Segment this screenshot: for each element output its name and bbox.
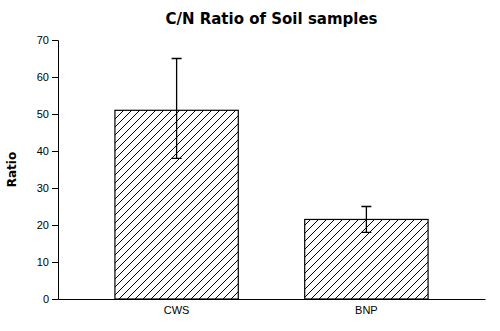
x-axis-line xyxy=(59,299,486,300)
error-bar xyxy=(172,59,182,159)
y-tick-label: 40 xyxy=(37,145,49,157)
y-tick-label: 60 xyxy=(37,71,49,83)
y-tick-label: 30 xyxy=(37,182,49,194)
y-tick-mark xyxy=(52,262,58,263)
marks xyxy=(115,59,428,300)
x-tick-label: BNP xyxy=(355,304,378,316)
x-tick-label: CWS xyxy=(164,304,190,316)
chart-svg: 0 10 20 30 40 50 60 70 CWS BNP C/N Ratio of Soil s… xyxy=(0,0,500,331)
y-axis-line xyxy=(52,41,59,300)
y-tick-label: 0 xyxy=(43,293,49,305)
y-tick-mark xyxy=(52,225,58,226)
y-tick-label: 70 xyxy=(37,34,49,46)
y-tick-mark xyxy=(52,299,58,300)
title: C/N Ratio of Soil samples xyxy=(165,10,377,28)
y-tick-mark xyxy=(52,114,58,115)
y-tick: 0 xyxy=(43,293,58,305)
chart-container: 0 10 20 30 40 50 60 70 CWS BNP C/N Ratio of Soil s… xyxy=(0,0,500,331)
y-axis-title: Ratio xyxy=(5,152,19,187)
y-tick: 20 xyxy=(37,219,58,231)
error-bar xyxy=(361,207,371,233)
y-axis: 0 10 20 30 40 50 60 70 xyxy=(37,34,59,305)
y-tick: 10 xyxy=(37,256,58,268)
y-tick: 70 xyxy=(37,34,58,46)
x-axis: CWS BNP xyxy=(59,299,486,316)
y-tick: 50 xyxy=(37,108,58,120)
x-tick: CWS xyxy=(164,299,190,316)
y-tick-mark xyxy=(52,77,58,78)
y-tick: 60 xyxy=(37,71,58,83)
y-tick-mark xyxy=(52,151,58,152)
y-tick: 30 xyxy=(37,182,58,194)
x-tick: BNP xyxy=(355,299,378,316)
y-tick-label: 10 xyxy=(37,256,49,268)
y-tick: 40 xyxy=(37,145,58,157)
y-tick-mark xyxy=(52,40,58,41)
y-tick-mark xyxy=(52,188,58,189)
y-tick-label: 20 xyxy=(37,219,49,231)
plot-area: 0 10 20 30 40 50 60 70 CWS BNP xyxy=(37,34,486,316)
y-tick-label: 50 xyxy=(37,108,49,120)
